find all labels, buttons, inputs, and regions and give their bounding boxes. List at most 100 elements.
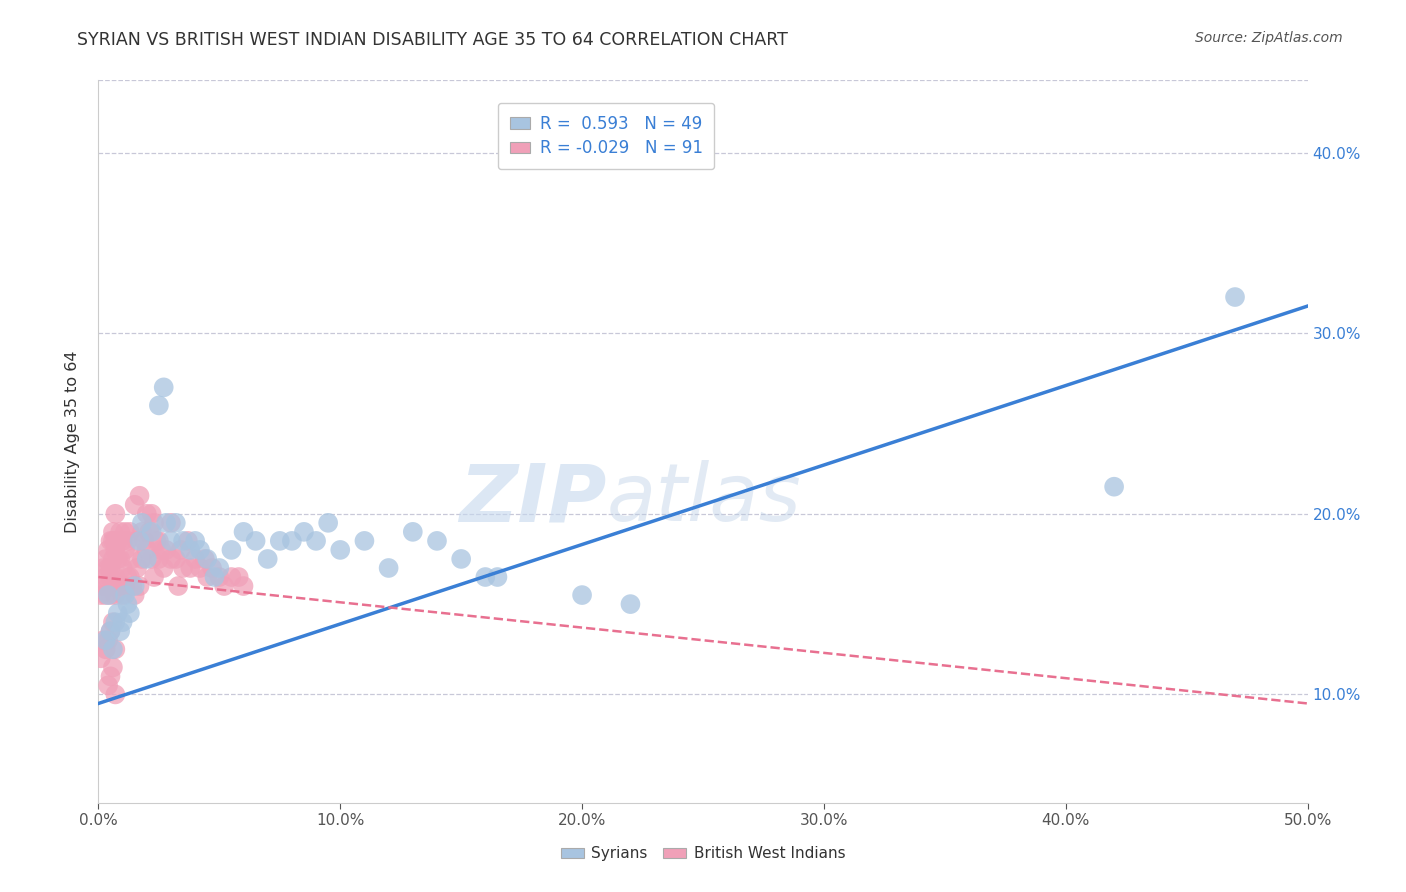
Point	[148, 533, 170, 548]
Point	[100, 669, 122, 683]
Point	[138, 524, 160, 539]
Point	[108, 579, 131, 593]
Point	[165, 552, 187, 566]
Point	[208, 570, 231, 584]
Y-axis label: Disability Age 35 to 64: Disability Age 35 to 64	[65, 351, 80, 533]
Point	[152, 561, 174, 575]
Point	[117, 597, 139, 611]
Point	[128, 489, 150, 503]
Point	[91, 561, 114, 575]
Point	[128, 579, 150, 593]
Point	[135, 507, 157, 521]
Point	[450, 552, 472, 566]
Point	[97, 633, 120, 648]
Point	[232, 579, 254, 593]
Point	[117, 570, 139, 584]
Point	[167, 579, 190, 593]
Point	[143, 570, 166, 584]
Point	[91, 579, 114, 593]
Point	[353, 533, 375, 548]
Point	[141, 507, 163, 521]
Point	[101, 524, 124, 539]
Point	[101, 579, 124, 593]
Point	[172, 533, 194, 548]
Point	[124, 498, 146, 512]
Point	[108, 524, 131, 539]
Point	[124, 579, 146, 593]
Point	[1223, 290, 1246, 304]
Text: atlas: atlas	[606, 460, 801, 539]
Point	[195, 570, 218, 584]
Point	[143, 516, 166, 530]
Point	[177, 533, 200, 548]
Point	[104, 588, 127, 602]
Point	[94, 552, 117, 566]
Point	[127, 561, 149, 575]
Point	[1102, 480, 1125, 494]
Point	[111, 533, 134, 548]
Point	[118, 524, 141, 539]
Point	[256, 552, 278, 566]
Point	[188, 542, 211, 557]
Point	[107, 606, 129, 620]
Point	[316, 516, 339, 530]
Point	[474, 570, 496, 584]
Point	[121, 579, 143, 593]
Point	[100, 624, 122, 639]
Text: Source: ZipAtlas.com: Source: ZipAtlas.com	[1195, 31, 1343, 45]
Point	[118, 606, 141, 620]
Point	[135, 552, 157, 566]
Point	[104, 533, 127, 548]
Point	[232, 524, 254, 539]
Point	[134, 533, 156, 548]
Point	[245, 533, 267, 548]
Point	[124, 588, 146, 602]
Point	[486, 570, 509, 584]
Point	[90, 651, 112, 665]
Point	[208, 561, 231, 575]
Point	[212, 579, 235, 593]
Point	[131, 516, 153, 530]
Point	[107, 552, 129, 566]
Point	[91, 633, 114, 648]
Point	[90, 588, 112, 602]
Point	[204, 570, 226, 584]
Point	[201, 561, 224, 575]
Point	[94, 642, 117, 657]
Point	[160, 552, 183, 566]
Point	[117, 533, 139, 548]
Point	[402, 524, 425, 539]
Point	[94, 570, 117, 584]
Point	[101, 552, 124, 566]
Point	[114, 524, 136, 539]
Point	[100, 533, 122, 548]
Point	[329, 542, 352, 557]
Point	[188, 561, 211, 575]
Point	[377, 561, 399, 575]
Point	[97, 678, 120, 692]
Point	[426, 533, 449, 548]
Point	[148, 552, 170, 566]
Point	[292, 524, 315, 539]
Point	[269, 533, 291, 548]
Point	[104, 570, 127, 584]
Point	[152, 380, 174, 394]
Point	[100, 570, 122, 584]
Point	[228, 570, 250, 584]
Point	[169, 542, 191, 557]
Point	[148, 398, 170, 412]
Point	[94, 588, 117, 602]
Point	[97, 588, 120, 602]
Point	[100, 588, 122, 602]
Point	[101, 615, 124, 630]
Text: SYRIAN VS BRITISH WEST INDIAN DISABILITY AGE 35 TO 64 CORRELATION CHART: SYRIAN VS BRITISH WEST INDIAN DISABILITY…	[77, 31, 789, 49]
Point	[184, 552, 207, 566]
Point	[128, 533, 150, 548]
Point	[194, 552, 217, 566]
Point	[97, 561, 120, 575]
Point	[150, 542, 173, 557]
Point	[104, 507, 127, 521]
Point	[108, 624, 131, 639]
Point	[104, 615, 127, 630]
Point	[121, 552, 143, 566]
